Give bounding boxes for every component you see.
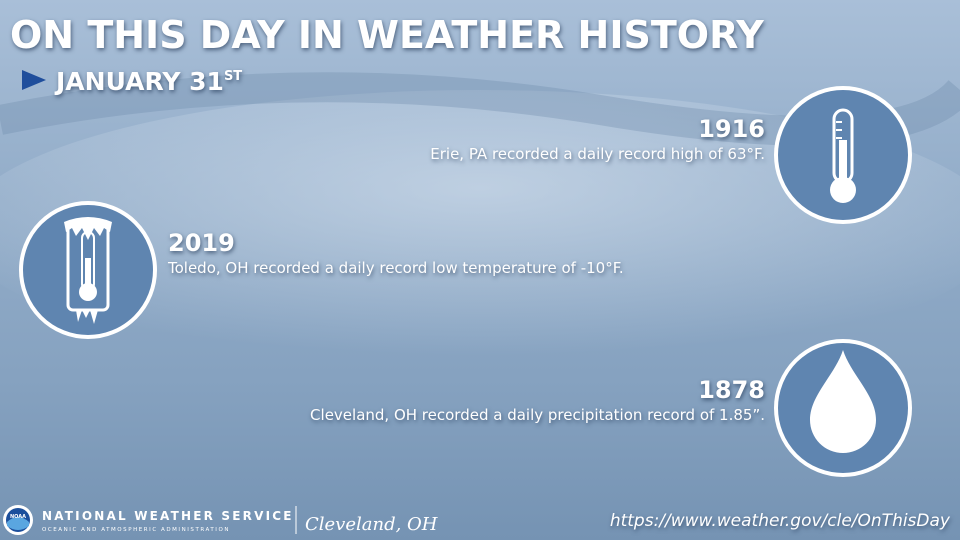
date-suffix: ST [224,69,242,84]
date-text: JANUARY 31 [54,67,224,96]
event-year: 1916 [698,115,765,143]
frozen-thermometer-icon [19,201,157,339]
logo-text: NOAA [10,514,26,520]
event-text: Cleveland, OH recorded a daily precipita… [310,406,765,424]
subagency: OCEANIC AND ATMOSPHERIC ADMINISTRATION [42,527,230,533]
drop-icon [774,339,912,477]
date: JANUARY 31ST [54,67,242,96]
event-year: 2019 [168,229,235,257]
arrow [22,70,46,90]
noaa-logo: NOAA [3,505,33,535]
title: ON THIS DAY IN WEATHER HISTORY [10,13,764,57]
snow-glow [0,90,960,370]
agency: NATIONAL WEATHER SERVICE [42,509,294,523]
office: Cleveland, OH [305,514,438,535]
url: https://www.weather.gov/cle/OnThisDay [610,511,951,531]
event-text: Erie, PA recorded a daily record high of… [430,145,765,163]
event-year: 1878 [698,376,765,404]
thermometer-icon [774,86,912,224]
event-text: Toledo, OH recorded a daily record low t… [167,259,624,277]
